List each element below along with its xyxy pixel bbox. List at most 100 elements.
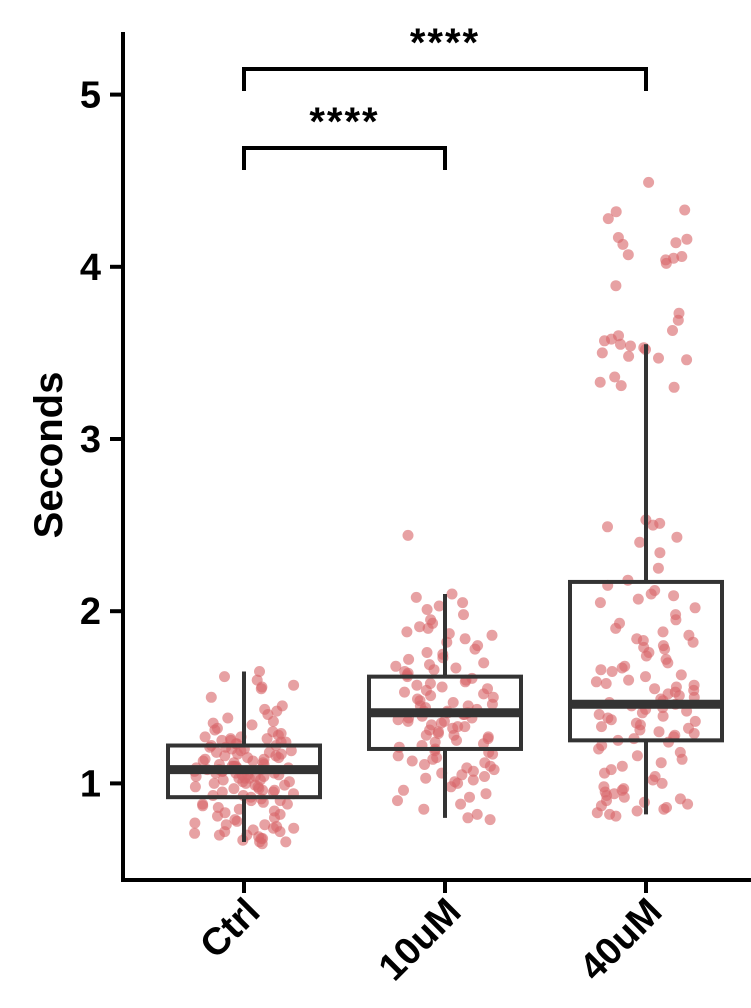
data-point	[419, 759, 430, 770]
data-point	[390, 660, 402, 672]
data-point	[459, 633, 471, 645]
data-point	[658, 803, 670, 815]
data-point	[640, 671, 651, 683]
data-point	[435, 717, 447, 729]
significance-brackets: **** ****	[242, 21, 648, 170]
data-point	[599, 767, 610, 779]
data-point	[615, 380, 627, 392]
data-point	[647, 519, 659, 531]
data-point	[458, 609, 469, 621]
data-point	[232, 748, 244, 760]
y-ticks: 1 2 3 4 5	[80, 75, 123, 805]
data-point	[469, 643, 481, 655]
data-point	[682, 798, 694, 810]
data-point	[486, 698, 498, 710]
data-point	[594, 376, 606, 388]
data-point	[420, 729, 432, 741]
data-point	[672, 314, 684, 326]
data-point	[595, 664, 607, 676]
data-point	[208, 777, 220, 789]
x-ticks: Ctrl 10uM 40uM	[192, 880, 670, 989]
data-point	[657, 626, 669, 638]
data-point	[288, 679, 300, 691]
x-tick-label: Ctrl	[192, 891, 268, 967]
box-ctrl	[166, 671, 322, 842]
data-point	[420, 772, 432, 784]
data-point	[467, 765, 479, 777]
data-point	[605, 714, 617, 726]
data-point	[456, 769, 468, 781]
data-point	[259, 819, 271, 831]
data-point	[205, 691, 217, 703]
data-point	[625, 340, 636, 352]
data-point	[197, 755, 209, 767]
data-point	[640, 650, 652, 662]
data-point	[411, 679, 423, 691]
data-point	[256, 838, 268, 850]
data-point	[219, 750, 231, 762]
data-point	[602, 521, 613, 533]
data-point	[653, 726, 665, 738]
data-point	[280, 836, 292, 848]
data-point	[632, 593, 644, 605]
data-point	[662, 657, 674, 669]
data-point	[422, 622, 434, 634]
data-point	[281, 798, 293, 810]
data-point	[447, 697, 459, 708]
data-point	[427, 753, 439, 765]
box-40um	[568, 344, 724, 815]
data-point	[451, 734, 462, 746]
data-point	[428, 664, 440, 676]
data-point	[634, 724, 646, 736]
data-point	[209, 724, 221, 736]
data-point	[274, 826, 286, 838]
data-point	[609, 371, 621, 383]
data-point	[240, 777, 252, 789]
data-point	[654, 547, 666, 559]
data-point	[418, 803, 430, 815]
data-point	[653, 352, 664, 364]
data-point	[219, 671, 230, 683]
data-point	[659, 643, 671, 655]
data-point	[255, 683, 267, 695]
significance-bracket: ****	[242, 100, 447, 170]
data-point	[392, 795, 403, 807]
data-point	[211, 746, 222, 758]
data-point	[273, 752, 285, 764]
data-point	[471, 808, 483, 820]
data-point	[480, 788, 492, 800]
data-point	[392, 750, 404, 762]
y-tick-label: 3	[80, 419, 101, 461]
data-point	[484, 814, 496, 826]
bracket-line	[242, 67, 648, 91]
y-axis-title: Seconds	[27, 372, 71, 539]
data-point	[657, 710, 669, 722]
data-point	[478, 738, 489, 750]
significance-label: ****	[410, 21, 480, 65]
bracket-line	[242, 146, 447, 170]
data-point	[478, 657, 490, 669]
data-point	[673, 690, 685, 702]
data-point	[689, 602, 701, 614]
data-point	[285, 745, 297, 757]
data-point	[623, 350, 635, 362]
data-point	[261, 733, 273, 745]
data-point	[403, 653, 415, 665]
data-point	[676, 251, 688, 262]
data-point	[487, 748, 499, 760]
data-point	[421, 604, 433, 615]
data-point	[645, 588, 657, 600]
data-point	[667, 325, 678, 336]
iqr-box	[568, 579, 724, 743]
data-point	[655, 757, 667, 769]
data-point	[410, 591, 422, 603]
data-point	[671, 531, 683, 543]
data-point	[446, 588, 458, 600]
data-point	[199, 731, 211, 743]
significance-label: ****	[309, 100, 379, 144]
data-point	[257, 784, 269, 796]
data-point	[467, 774, 479, 786]
data-point	[398, 784, 409, 796]
data-point	[231, 815, 243, 827]
data-point	[279, 779, 291, 791]
